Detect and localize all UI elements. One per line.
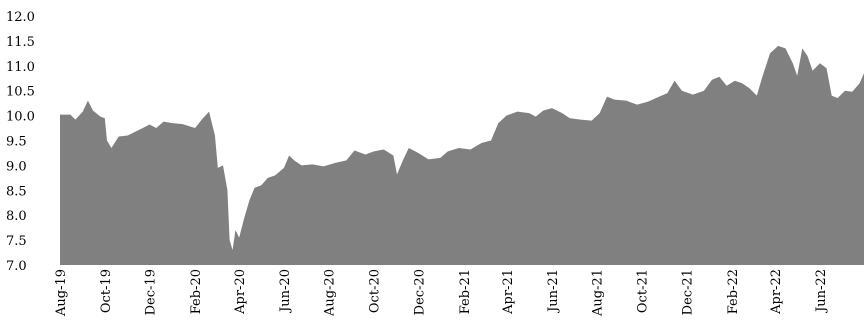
x-tick-label: Dec-20 bbox=[412, 269, 427, 315]
x-tick-label: Feb-22 bbox=[726, 269, 741, 314]
y-tick-label: 8.5 bbox=[6, 184, 27, 199]
x-tick-label: Aug-20 bbox=[323, 269, 338, 317]
x-tick-label: Feb-20 bbox=[189, 269, 204, 314]
x-tick-label: Feb-21 bbox=[458, 269, 473, 314]
y-tick-label: 9.5 bbox=[6, 135, 27, 150]
y-tick-label: 7.0 bbox=[6, 259, 27, 274]
x-tick-label: Aug-19 bbox=[54, 269, 69, 317]
y-tick-label: 11.0 bbox=[6, 60, 35, 75]
x-tick-label: Jun-20 bbox=[278, 269, 293, 314]
y-tick-label: 11.5 bbox=[6, 35, 35, 50]
y-tick-label: 12.0 bbox=[6, 10, 35, 25]
plot-area bbox=[60, 45, 864, 265]
x-tick-label: Apr-21 bbox=[501, 269, 516, 315]
area-series-0 bbox=[60, 45, 864, 265]
y-tick-label: 7.5 bbox=[6, 234, 27, 249]
y-tick-label: 10.5 bbox=[6, 85, 35, 100]
x-tick-label: Apr-22 bbox=[769, 269, 784, 315]
y-axis: 7.0 7.5 8.0 8.5 9.0 9.5 10.0 10.5 11.0 11.5 12.0 bbox=[6, 10, 35, 274]
y-tick-label: 8.0 bbox=[6, 209, 27, 224]
x-axis: Aug-19 Oct-19 Dec-19 Feb-20 Apr-20 Jun-20 Aug-… bbox=[54, 269, 829, 317]
x-tick-label: Aug-21 bbox=[591, 269, 606, 317]
x-tick-label: Oct-21 bbox=[636, 269, 651, 313]
x-tick-label: Apr-20 bbox=[233, 269, 248, 315]
y-tick-label: 10.0 bbox=[6, 110, 35, 125]
x-tick-label: Oct-19 bbox=[99, 269, 114, 313]
x-tick-label: Dec-19 bbox=[144, 269, 159, 315]
y-tick-label: 9.0 bbox=[6, 159, 27, 174]
x-tick-label: Jun-22 bbox=[814, 269, 829, 314]
x-tick-label: Oct-20 bbox=[368, 269, 383, 313]
x-tick-label: Jun-21 bbox=[546, 269, 561, 314]
x-tick-label: Dec-21 bbox=[680, 269, 695, 315]
